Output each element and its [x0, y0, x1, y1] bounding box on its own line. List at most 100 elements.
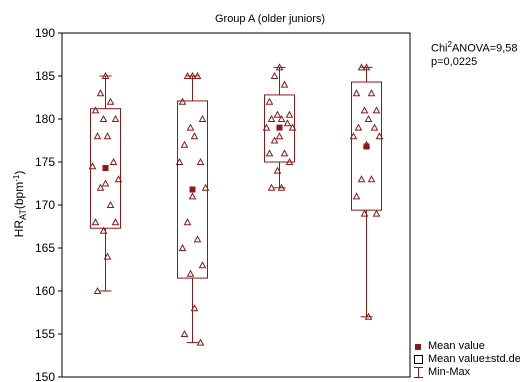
y-axis-label-unit: (bpm [12, 182, 26, 209]
box-group [262, 63, 297, 191]
chi-prefix: Chi [431, 42, 448, 55]
data-point [183, 218, 192, 226]
data-point [352, 192, 361, 200]
data-point [277, 114, 286, 122]
data-point [103, 252, 112, 260]
data-point [111, 114, 120, 122]
data-point [262, 123, 271, 131]
data-point [190, 132, 199, 140]
data-point [270, 71, 279, 79]
data-point [372, 106, 381, 114]
data-point [183, 71, 192, 79]
data-point [93, 132, 102, 140]
y-tick-label: 160 [35, 284, 55, 298]
data-point [354, 123, 363, 131]
data-point [111, 218, 120, 226]
data-point [103, 132, 112, 140]
mean-marker [189, 186, 196, 193]
data-point [362, 63, 371, 71]
data-point [180, 140, 189, 148]
data-point [178, 97, 187, 105]
legend-label-std: Mean value±std.dev. [428, 353, 520, 365]
data-point [193, 71, 202, 79]
data-point [91, 218, 100, 226]
chi-square-anova-line: Chi2ANOVA=9,58 [431, 38, 518, 56]
legend: Mean value Mean value±std.dev. Min-Max [411, 340, 520, 379]
data-point [93, 286, 102, 294]
data-point [283, 119, 292, 127]
data-point [186, 123, 195, 131]
legend-item-minmax: Min-Max [411, 366, 520, 379]
legend-item-mean: Mean value [411, 340, 520, 353]
data-point [375, 132, 384, 140]
data-point [352, 89, 361, 97]
y-tick-label: 150 [35, 370, 55, 382]
data-point [198, 114, 207, 122]
y-axis-label-close: ) [12, 171, 26, 175]
data-point [99, 114, 108, 122]
data-point [273, 166, 282, 174]
data-point [101, 179, 110, 187]
data-point [198, 261, 207, 269]
data-point [96, 183, 105, 191]
anova-value: ANOVA=9,58 [451, 42, 518, 55]
data-point [196, 338, 205, 346]
data-point [275, 63, 284, 71]
data-point [109, 157, 118, 165]
box-outline-icon [411, 353, 425, 366]
y-tick-label: 190 [35, 26, 55, 40]
data-point [372, 209, 381, 217]
data-point [285, 110, 294, 118]
y-axis-ticks: 150 155 160 165 170 175 180 185 190 [35, 26, 62, 382]
chart-title: Group A (older juniors) [215, 13, 325, 25]
legend-item-std: Mean value±std.dev. [411, 353, 520, 366]
data-point [267, 114, 276, 122]
y-tick-label: 185 [35, 69, 55, 83]
box-group [88, 71, 123, 294]
data-point [280, 80, 289, 88]
data-point [357, 63, 366, 71]
statistics-annotation: Chi2ANOVA=9,58 p=0,0225 [431, 38, 518, 69]
box-group [349, 63, 384, 320]
legend-label-minmax: Min-Max [428, 366, 471, 378]
chi-exponent: 2 [447, 40, 452, 49]
y-tick-label: 155 [35, 327, 55, 341]
data-point [188, 192, 197, 200]
data-point [367, 175, 376, 183]
y-tick-label: 170 [35, 198, 55, 212]
data-point [267, 183, 276, 191]
data-point [288, 123, 297, 131]
min-max-whisker-icon [411, 366, 425, 379]
data-point [364, 312, 373, 320]
data-point [186, 269, 195, 277]
data-point [270, 136, 279, 144]
y-tick-label: 175 [35, 155, 55, 169]
data-point [180, 329, 189, 337]
data-point [99, 226, 108, 234]
y-tick-label: 165 [35, 241, 55, 255]
data-point [106, 200, 115, 208]
series-layer [88, 63, 384, 346]
data-point [367, 89, 376, 97]
data-point [357, 175, 366, 183]
data-point [273, 110, 282, 118]
data-point [360, 209, 369, 217]
legend-label-mean: Mean value [428, 340, 485, 352]
y-axis-label: HRAT(bpm-1) [12, 171, 28, 238]
data-point [275, 132, 284, 140]
data-point [188, 71, 197, 79]
plot-area-frame [61, 32, 411, 378]
y-axis-label-sub: AT [18, 209, 28, 220]
data-point [364, 114, 373, 122]
data-point [96, 89, 105, 97]
y-tick-label: 180 [35, 112, 55, 126]
data-point [370, 123, 379, 131]
data-point [175, 157, 184, 165]
data-point [101, 71, 110, 79]
data-point [178, 243, 187, 251]
data-point [349, 132, 358, 140]
data-point [106, 97, 115, 105]
y-axis-label-main: HR [12, 220, 26, 238]
data-point [285, 157, 294, 165]
